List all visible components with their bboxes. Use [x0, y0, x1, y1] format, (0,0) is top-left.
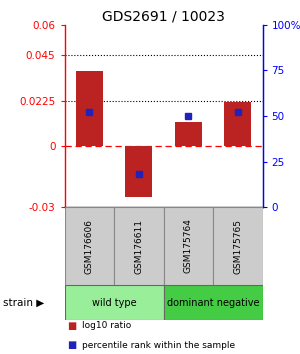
Bar: [224, 102, 251, 146]
Text: GSM175765: GSM175765: [233, 218, 242, 274]
Text: ■: ■: [68, 340, 77, 350]
Title: GDS2691 / 10023: GDS2691 / 10023: [102, 10, 225, 24]
Text: GSM176611: GSM176611: [134, 218, 143, 274]
Text: ■: ■: [68, 321, 77, 331]
Text: strain ▶: strain ▶: [3, 298, 44, 308]
Text: GSM175764: GSM175764: [184, 218, 193, 274]
Text: dominant negative: dominant negative: [167, 298, 259, 308]
Bar: [175, 122, 202, 146]
Bar: [213, 207, 262, 285]
Bar: [64, 285, 164, 320]
Bar: [64, 207, 114, 285]
Text: log10 ratio: log10 ratio: [82, 321, 132, 330]
Text: GSM176606: GSM176606: [85, 218, 94, 274]
Bar: [164, 207, 213, 285]
Bar: [125, 146, 152, 197]
Bar: [164, 285, 262, 320]
Text: wild type: wild type: [92, 298, 136, 308]
Bar: [114, 207, 164, 285]
Text: percentile rank within the sample: percentile rank within the sample: [82, 341, 236, 350]
Bar: [76, 72, 103, 146]
